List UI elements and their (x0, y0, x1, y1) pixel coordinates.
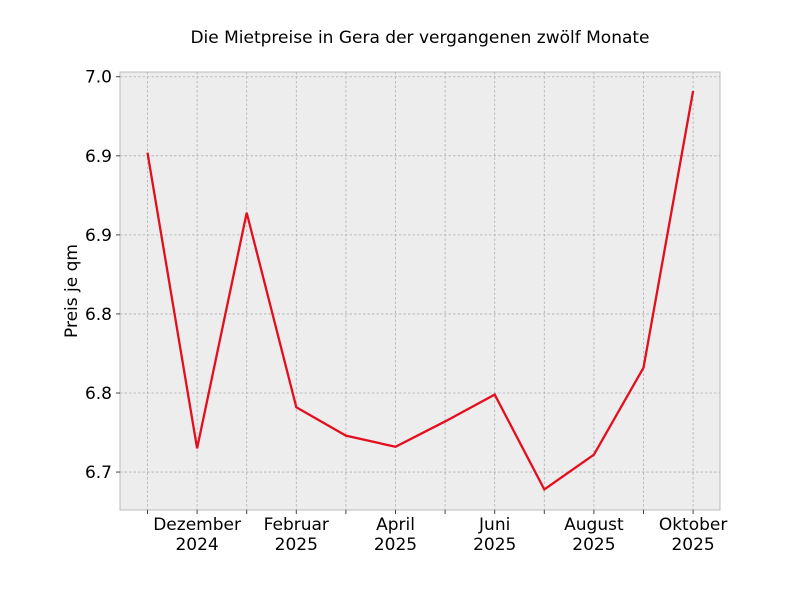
y-tick-label: 6.7 (85, 463, 112, 483)
y-tick-label: 6.8 (85, 384, 112, 404)
y-tick-label: 6.9 (85, 147, 112, 167)
series (146, 90, 695, 492)
x-tick-label-year: 2025 (572, 535, 615, 555)
x-tick-label-year: 2024 (175, 535, 218, 555)
x-tick-label: Oktober (659, 515, 728, 535)
grid (120, 72, 720, 510)
x-tick-label: Juni (478, 515, 510, 535)
x-tick-label-year: 2025 (671, 535, 714, 555)
x-tick-label-year: 2025 (275, 535, 318, 555)
y-tick-label: 7.0 (85, 68, 112, 88)
price-line (146, 90, 695, 492)
y-tick-label: 6.8 (85, 305, 112, 325)
chart-title: Die Mietpreise in Gera der vergangenen z… (190, 28, 649, 48)
x-axis: Dezember2024Februar2025April2025Juni2025… (147, 510, 728, 555)
x-tick-label-year: 2025 (473, 535, 516, 555)
x-tick-label: August (564, 515, 624, 535)
x-tick-label-year: 2025 (374, 535, 417, 555)
plot-area (119, 71, 721, 511)
y-axis-label: Preis je qm (62, 244, 82, 338)
y-axis: 6.7 6.8 6.8 6.9 6.9 7.0 (85, 68, 120, 483)
x-tick-label: Februar (264, 515, 329, 535)
x-tick-label: Dezember (153, 515, 241, 535)
x-tick-label: April (376, 515, 415, 535)
y-tick-label: 6.9 (85, 226, 112, 246)
